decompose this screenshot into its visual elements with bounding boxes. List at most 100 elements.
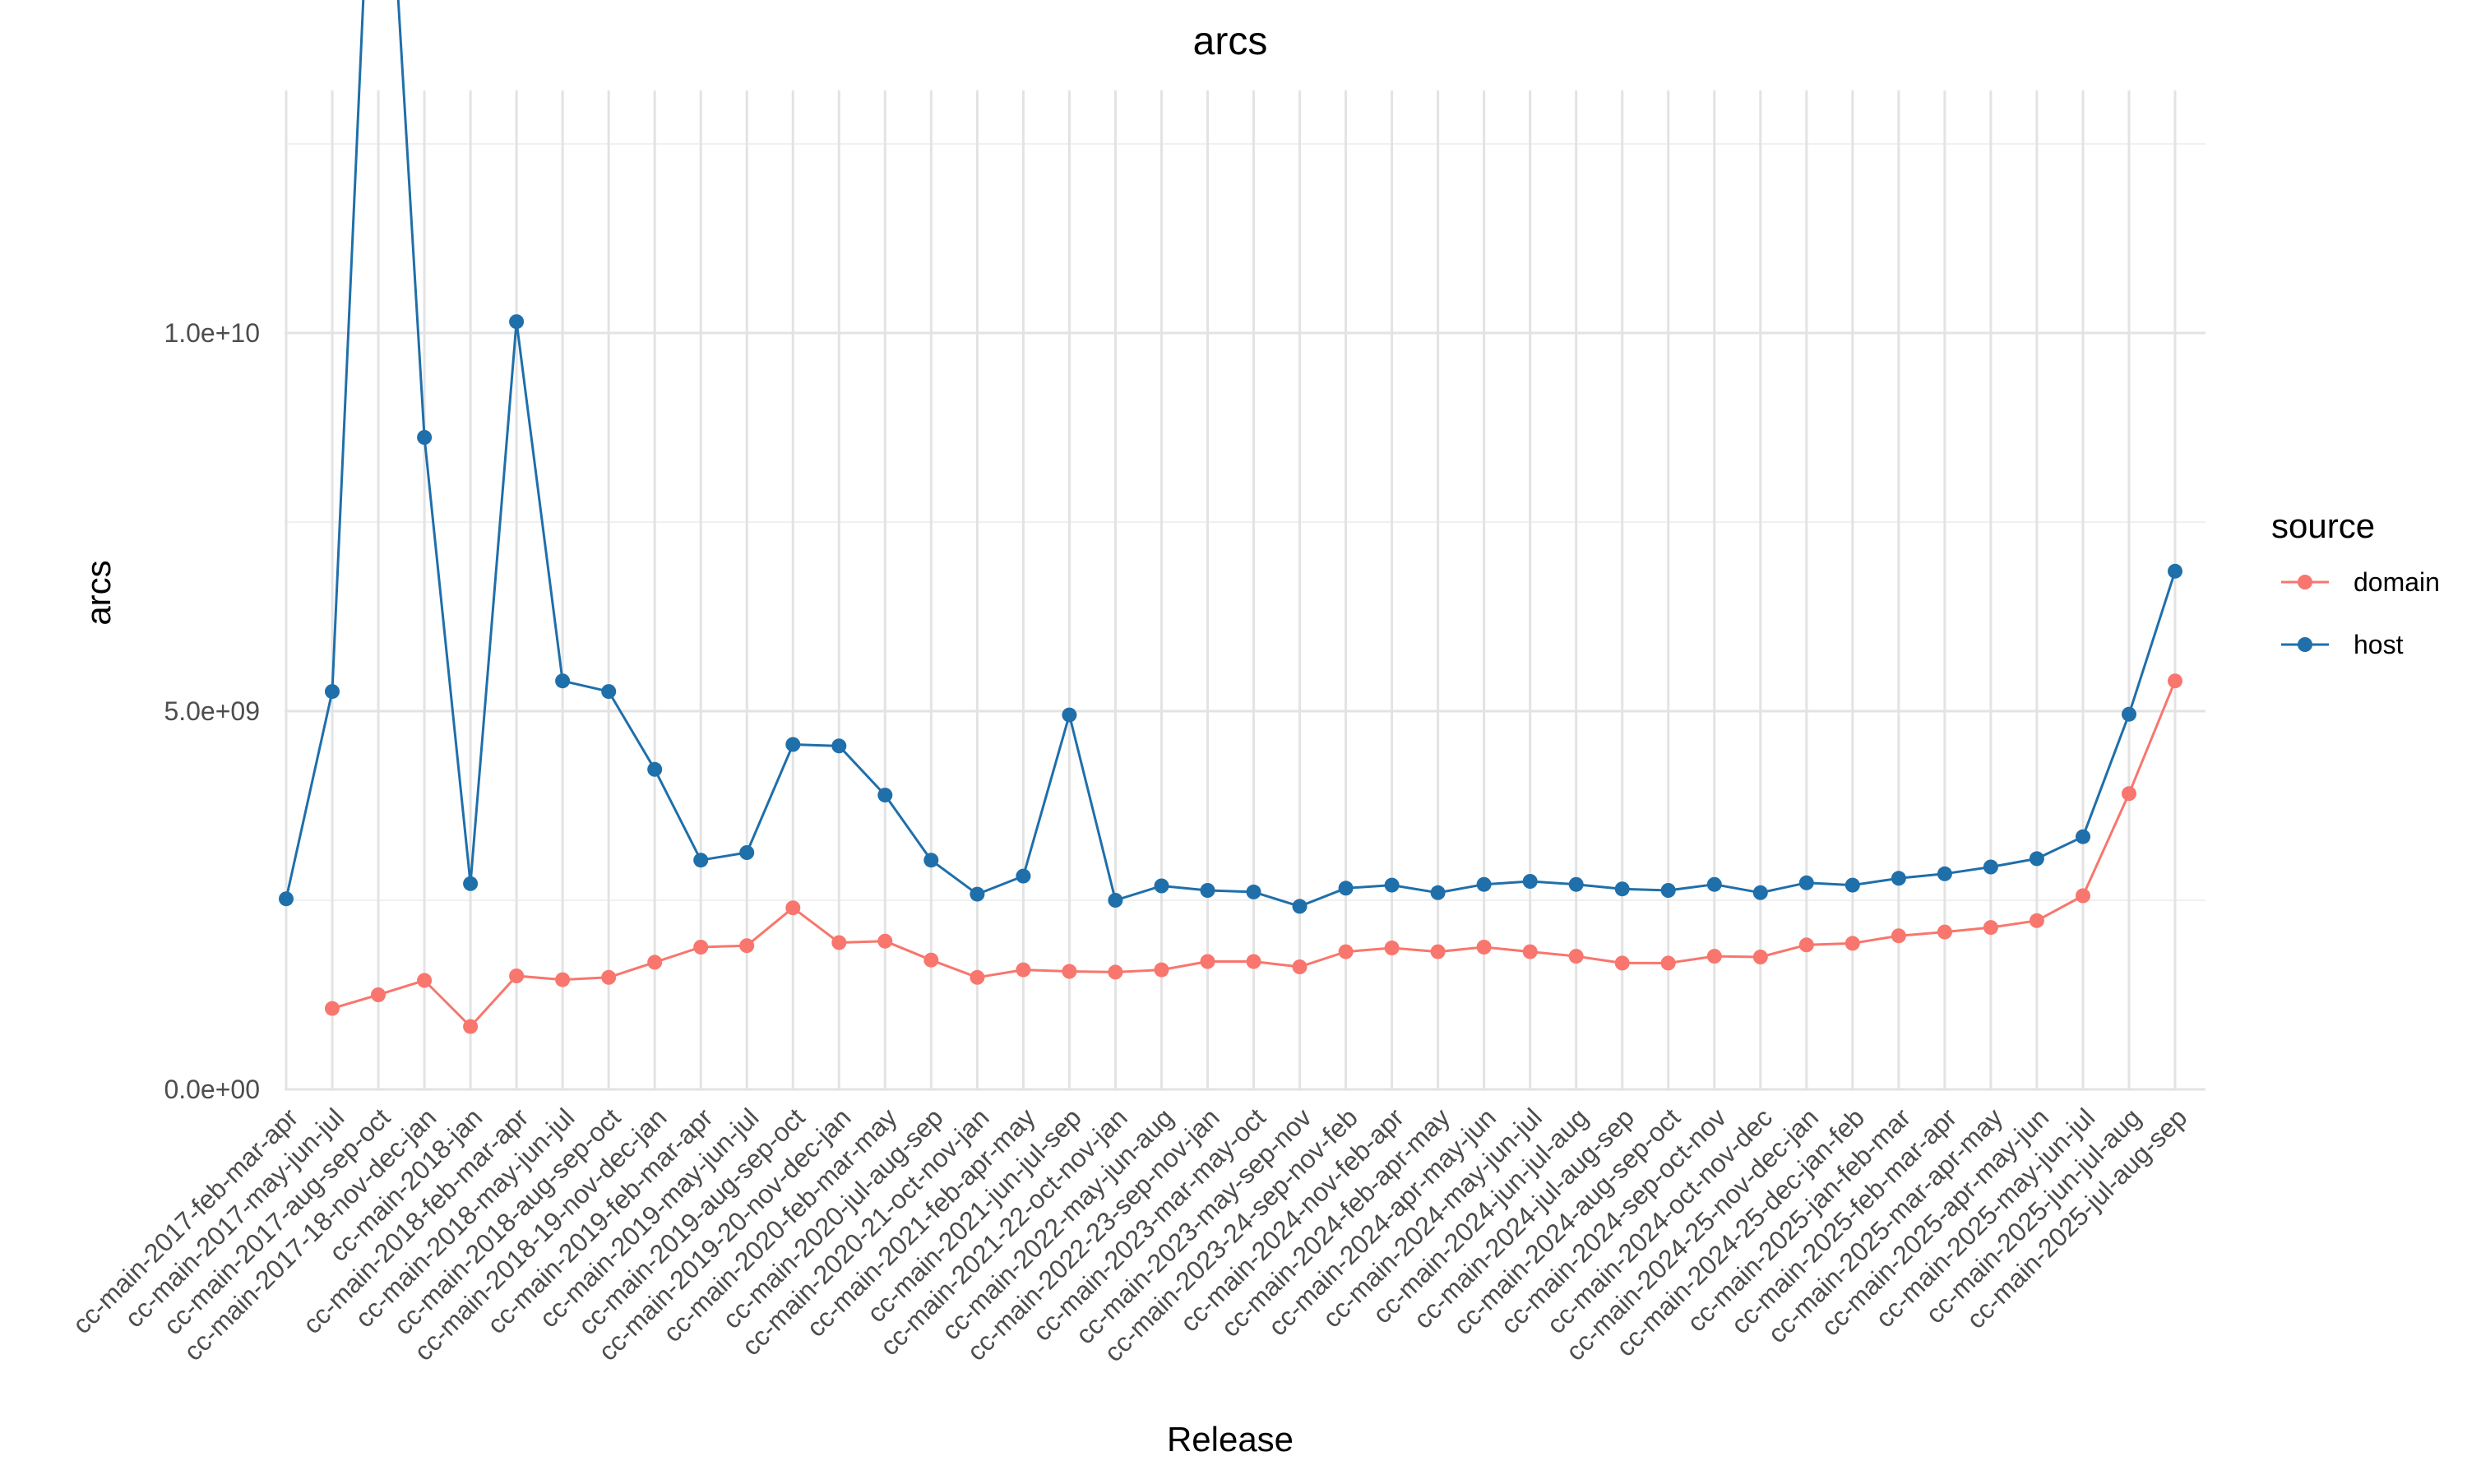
grid-layer <box>285 90 2205 1091</box>
data-point-host <box>601 684 617 700</box>
data-point-host <box>693 853 709 868</box>
data-point-domain <box>1752 950 1768 964</box>
x-axis-ticks: cc-main-2017-feb-mar-aprcc-main-2017-may… <box>67 1103 2192 1368</box>
series-line-host <box>285 0 2177 908</box>
data-point-domain <box>417 973 433 988</box>
data-point-domain <box>1016 962 1031 978</box>
data-point-host <box>2076 829 2090 844</box>
data-point-domain <box>1430 944 1446 959</box>
data-point-domain <box>2168 673 2182 689</box>
data-point-domain <box>1798 937 1814 953</box>
x-axis-title: Release <box>1167 1420 1294 1459</box>
data-point-host <box>647 761 663 777</box>
data-point-domain <box>2076 888 2090 904</box>
lines-layer <box>285 0 2177 1029</box>
data-point-host <box>1798 875 1814 890</box>
data-point-domain <box>509 969 525 983</box>
data-point-host <box>1983 859 1998 875</box>
data-point-host <box>279 891 294 907</box>
data-point-host <box>877 788 893 803</box>
y-axis-ticks: 0.0e+005.0e+091.0e+101.5e+10 <box>164 318 260 1104</box>
data-point-host <box>1891 871 1906 886</box>
legend-item-host: host <box>2281 630 2404 659</box>
y-tick-label: 0.0e+00 <box>164 1075 260 1104</box>
data-point-domain <box>1338 944 1354 959</box>
data-point-host <box>1200 883 1215 898</box>
chart-title: arcs <box>1193 20 1268 63</box>
data-point-domain <box>877 933 893 949</box>
points-layer <box>279 314 2182 1034</box>
data-point-domain <box>1476 940 1492 955</box>
data-point-host <box>1108 893 1123 908</box>
data-point-domain <box>1108 964 1123 980</box>
legend-key-point <box>2298 637 2312 652</box>
data-point-domain <box>2029 913 2044 928</box>
data-point-host <box>2029 851 2044 867</box>
data-point-domain <box>1891 928 1906 944</box>
data-point-domain <box>1384 941 1400 955</box>
data-point-host <box>1752 885 1768 900</box>
data-point-host <box>1384 877 1400 893</box>
data-point-domain <box>325 1001 340 1016</box>
data-point-domain <box>1246 954 1261 969</box>
legend-title: source <box>2271 506 2375 545</box>
data-point-host <box>555 673 571 689</box>
data-point-domain <box>1292 959 1308 974</box>
data-point-host <box>2168 563 2182 579</box>
data-point-domain <box>647 955 663 970</box>
data-point-host <box>417 430 433 445</box>
data-point-domain <box>923 952 939 968</box>
data-point-host <box>2122 706 2136 722</box>
data-point-domain <box>785 900 801 916</box>
data-point-host <box>1568 876 1584 892</box>
data-point-host <box>1062 707 1077 723</box>
data-point-domain <box>1200 954 1215 969</box>
legend-label: host <box>2354 630 2404 659</box>
y-tick-label: 5.0e+09 <box>164 696 260 726</box>
data-point-host <box>1016 868 1031 884</box>
data-point-domain <box>1522 944 1538 959</box>
data-point-domain <box>1614 955 1630 971</box>
legend-items: domain host <box>2281 567 2440 659</box>
data-point-host <box>1338 881 1354 896</box>
y-axis-title: arcs <box>79 560 118 625</box>
data-point-domain <box>1660 955 1676 971</box>
data-point-domain <box>1154 962 1169 978</box>
data-point-domain <box>1844 936 1860 951</box>
data-point-host <box>1430 885 1446 900</box>
data-point-domain <box>1983 920 1998 936</box>
data-point-domain <box>1706 949 1722 964</box>
data-point-host <box>1292 899 1308 914</box>
data-point-host <box>831 738 847 754</box>
legend: source domain host <box>2271 506 2440 659</box>
data-point-domain <box>1937 924 1952 940</box>
data-point-domain <box>739 938 755 954</box>
data-point-domain <box>1062 964 1077 979</box>
data-point-domain <box>693 940 709 955</box>
data-point-host <box>1937 866 1952 881</box>
data-point-host <box>325 684 340 700</box>
data-point-host <box>739 845 755 860</box>
data-point-domain <box>555 972 571 987</box>
data-point-host <box>509 314 525 330</box>
data-point-host <box>785 737 801 752</box>
data-point-host <box>1706 876 1722 892</box>
legend-key-point <box>2298 575 2312 589</box>
data-point-host <box>1844 877 1860 893</box>
data-point-domain <box>601 969 617 985</box>
legend-label: domain <box>2354 567 2440 597</box>
data-point-host <box>923 853 939 868</box>
data-point-host <box>463 876 479 891</box>
data-point-domain <box>2122 786 2136 802</box>
data-point-domain <box>463 1019 479 1034</box>
data-point-domain <box>371 987 386 1002</box>
data-point-domain <box>831 935 847 950</box>
y-tick-label: 1.0e+10 <box>164 318 260 348</box>
data-point-host <box>970 886 985 902</box>
data-point-domain <box>970 969 985 985</box>
data-point-host <box>1476 876 1492 892</box>
data-point-host <box>1154 878 1169 894</box>
data-point-host <box>1522 874 1538 889</box>
